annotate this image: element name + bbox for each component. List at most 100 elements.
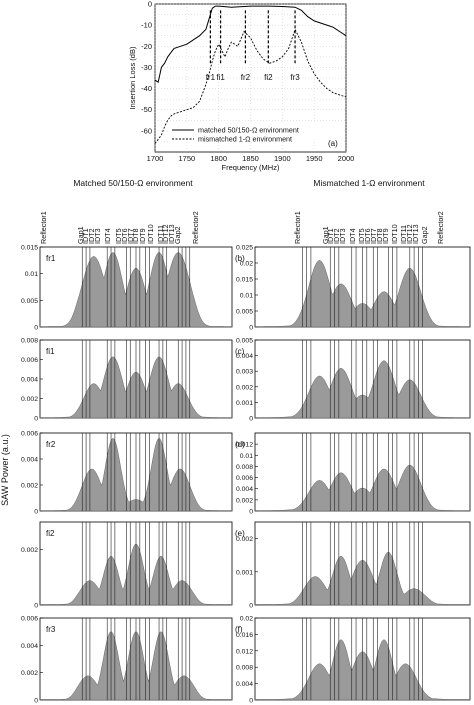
structure-label: IDT13 — [411, 224, 420, 244]
marker-label-fr2: fr2 — [241, 73, 251, 82]
x-tick-label: 1700 — [147, 154, 164, 163]
y-tick-label: 0.002 — [21, 483, 38, 490]
structure-label: IDT11 — [399, 225, 408, 244]
y-tick-label: 0.002 — [236, 384, 253, 391]
y-tick-label: 0.001 — [236, 400, 253, 407]
chart-j: 0 0.001 0.002(e) — [235, 521, 471, 610]
structure-label: IDT8 — [131, 228, 140, 244]
structure-label: Gap2 — [173, 226, 182, 244]
panel-label-b: fr1 — [46, 254, 56, 263]
y-tick-label: 0 — [249, 416, 253, 423]
structure-label: IDT2 — [332, 228, 341, 244]
y-tick-label: 0.006 — [21, 616, 38, 623]
structure-label: IDT10 — [146, 224, 155, 244]
structure-label: IDT6 — [120, 228, 129, 244]
panel-label-i: (d) — [235, 440, 245, 449]
y-tick-label: 0.01 — [240, 453, 253, 460]
structure-label: IDT8 — [375, 228, 384, 244]
y-tick-label: 0 — [34, 698, 38, 705]
chart-i: 0 0.002 0.004 0.006 0.008 0.01 0.012(d) — [235, 432, 471, 516]
y-tick-label: -30 — [141, 63, 152, 72]
legend-label: matched 50/150-Ω environment — [198, 126, 299, 135]
y-tick-label: 0.004 — [236, 486, 253, 493]
y-tick-label: 0 — [34, 325, 38, 332]
x-tick-label: 1850 — [242, 154, 259, 163]
series-line-matched — [154, 5, 347, 84]
left-column-title: Matched 50/150-Ω environment — [73, 178, 193, 188]
y-tick-label: 0 — [249, 603, 253, 610]
marker-label-fr3: fr3 — [290, 73, 300, 82]
panel-label-d: fr2 — [46, 440, 56, 449]
chart-h: 0 0.001 0.002 0.003 0.004 0.005 (c) — [235, 338, 471, 423]
panel-label-h: (c) — [235, 347, 245, 356]
chart-d: 0 0.002 0.004 0.006 fr2 — [21, 431, 233, 516]
y-tick-label: -50 — [141, 105, 152, 114]
saw-power-envelope — [254, 360, 471, 419]
structure-label: IDT9 — [381, 228, 390, 244]
panel-label-g: (b) — [235, 254, 245, 263]
legend-label: mismatched 1-Ω environment — [198, 135, 292, 144]
saw-power-panels: 0 0.005 0.01 0.015 fr1 0 0.002 0.004 0.006 0.008 f… — [21, 245, 471, 705]
right-column-title: Mismatched 1-Ω environment — [313, 178, 425, 188]
structure-label: Reflector1 — [293, 211, 302, 244]
y-tick-label: 0.015 — [236, 277, 253, 284]
y-tick-label: 0.006 — [21, 431, 38, 438]
y-tick-label: 0.005 — [236, 309, 253, 316]
structure-label: IDT6 — [363, 228, 372, 244]
y-tick-label: 0.012 — [236, 442, 253, 449]
y-tick-label: 0.002 — [21, 547, 38, 554]
y-tick-label: 0.003 — [236, 369, 253, 376]
structure-label: IDT11 — [156, 225, 165, 244]
y-tick-label: -60 — [141, 126, 152, 135]
structure-label: Gap1 — [321, 226, 330, 244]
y-tick-label: 0 — [249, 698, 253, 705]
y-tick-label: 0.016 — [236, 632, 253, 639]
y-tick-label: 0.004 — [236, 681, 253, 688]
structure-label: IDT1 — [81, 228, 90, 244]
y-tick-label: 0.002 — [236, 497, 253, 504]
structure-label: IDT7 — [369, 228, 378, 244]
y-tick-label: 0.002 — [21, 396, 38, 403]
structure-label: Reflector2 — [436, 211, 445, 244]
y-tick-label: 0.004 — [21, 377, 38, 384]
saw-power-envelope — [39, 438, 233, 512]
legend-a — [169, 124, 343, 142]
chart-b: 0 0.005 0.01 0.015 fr1 — [21, 245, 233, 332]
structure-label: IDT5 — [357, 228, 366, 244]
panel-label-c: fi1 — [46, 347, 55, 356]
panel-label-a: (a) — [328, 139, 338, 148]
y-tick-label: 0.01 — [240, 293, 253, 300]
chart-k: 0 0.004 0.008 0.012 0.016 0.02 (f) — [235, 616, 471, 705]
y-tick-label: 0.012 — [236, 648, 253, 655]
y-tick-label: 0.02 — [240, 261, 253, 268]
structure-label: IDT3 — [93, 228, 102, 244]
y-tick-label: 0.002 — [21, 670, 38, 677]
chart-g: 0 0.005 0.01 0.015 0.02 0.025 (b) — [235, 245, 471, 332]
structure-label: Reflector2 — [191, 211, 200, 244]
saw-power-envelope — [254, 464, 471, 512]
chart-a: 1700 1750 1800 1850 1900 1950 2000 0 -10 -20 -30 -4… — [128, 0, 354, 172]
structure-label: IDT9 — [138, 228, 147, 244]
series-line-mismatched — [154, 28, 347, 144]
y-tick-label: 0.01 — [25, 271, 38, 278]
y-tick-label: 0.008 — [236, 464, 253, 471]
structure-label: IDT13 — [167, 224, 176, 244]
structure-label: Gap2 — [420, 226, 429, 244]
structure-label: IDT3 — [338, 228, 347, 244]
y-tick-label: -20 — [141, 42, 152, 51]
panel-label-e: fi2 — [46, 529, 55, 538]
y-tick-label: 0.02 — [240, 616, 253, 623]
y-tick-label: 0 — [34, 416, 38, 423]
marker-label-fi2: fi2 — [264, 73, 273, 82]
y-tick-label: 0.015 — [21, 245, 38, 252]
structure-label: IDT4 — [348, 228, 357, 244]
y-tick-label: 0.004 — [236, 353, 253, 360]
x-axis-label: Frequency (MHz) — [222, 163, 280, 172]
y-tick-label: -40 — [141, 84, 152, 93]
y-tick-label: 0.006 — [21, 357, 38, 364]
y-tick-label: 0.008 — [21, 338, 38, 345]
y-tick-label: 0.005 — [236, 338, 253, 345]
y-tick-label: 0.006 — [236, 475, 253, 482]
